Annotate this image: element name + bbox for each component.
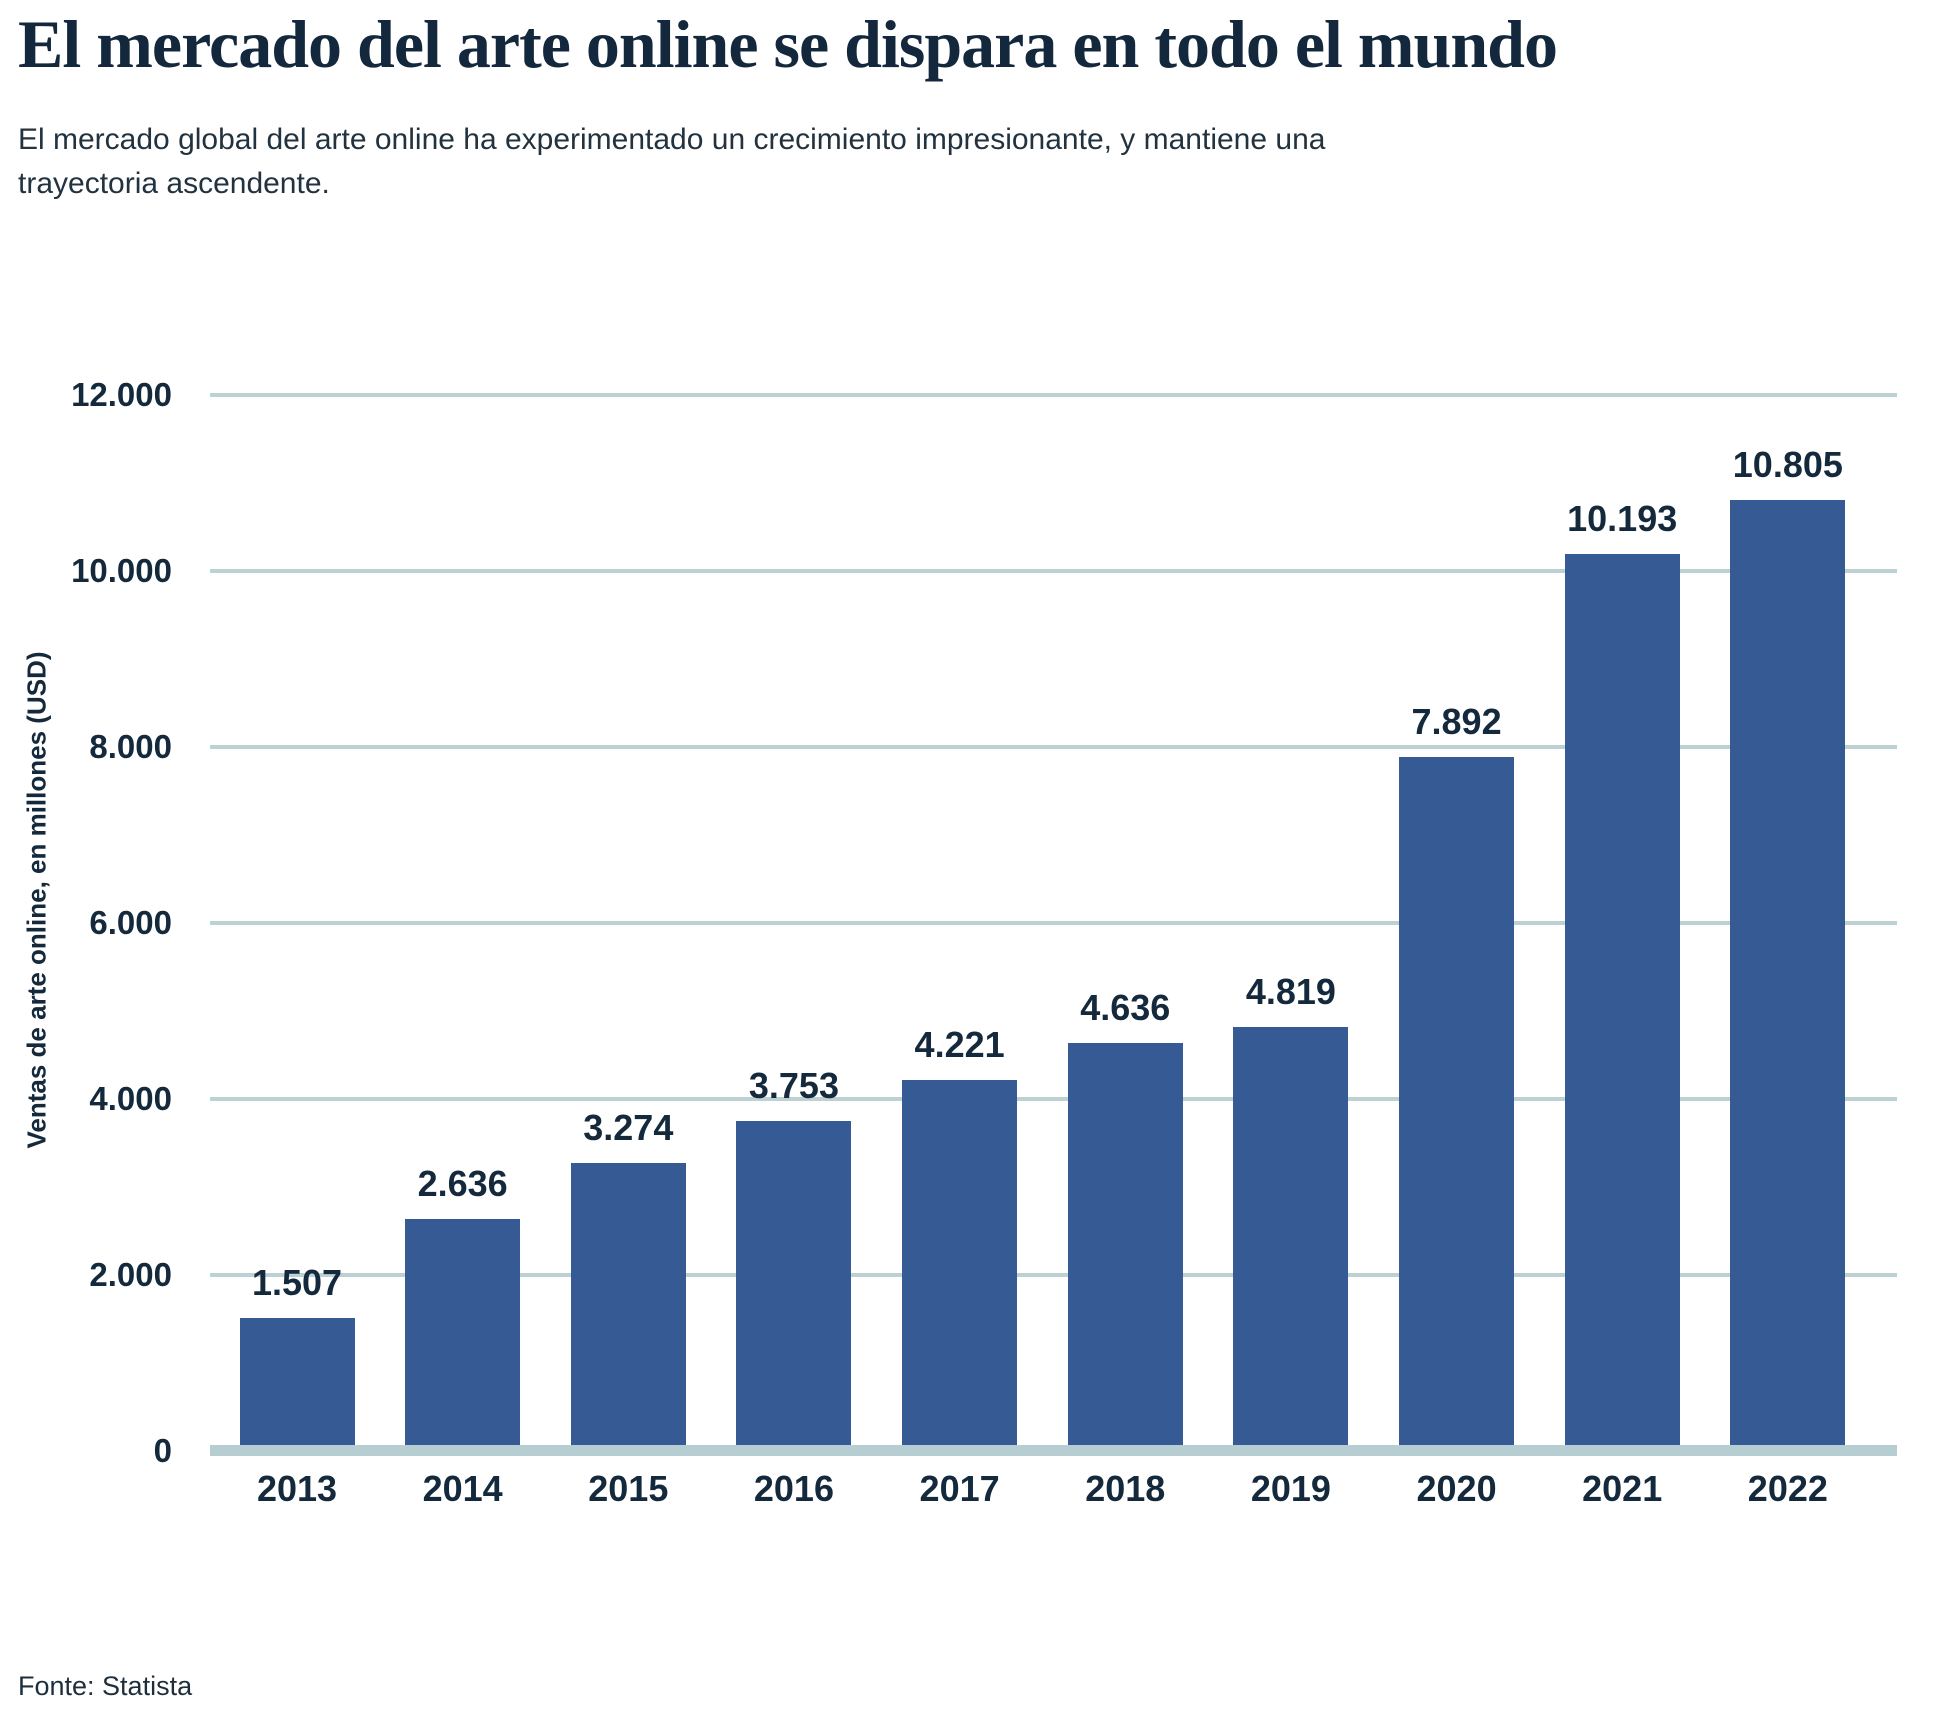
bar	[239, 1318, 355, 1445]
source-note: Fonte: Statista	[18, 1671, 193, 1701]
bar	[1067, 1043, 1183, 1445]
y-axis-title: Ventas de arte online, en millones (USD)	[21, 651, 52, 1149]
y-tick-label: 8.000	[89, 728, 172, 765]
page-subtitle: El mercado global del arte online ha exp…	[18, 123, 1326, 200]
y-tick-label: 10.000	[71, 552, 172, 589]
bar-value-label: 4.636	[1080, 987, 1171, 1028]
bar-column: 2.636	[380, 1163, 546, 1445]
bar-value-label: 4.819	[1245, 971, 1336, 1012]
x-axis-label: 2018	[1085, 1468, 1166, 1509]
x-axis-label: 2020	[1416, 1468, 1497, 1509]
y-tick-label: 6.000	[89, 904, 172, 941]
bar	[902, 1080, 1018, 1445]
x-axis-label: 2015	[588, 1468, 669, 1509]
x-axis-label: 2019	[1250, 1468, 1331, 1509]
y-tick-label: 2.000	[89, 1256, 172, 1293]
x-axis-label: 2013	[256, 1468, 338, 1509]
bar-column: 1.507	[214, 1262, 380, 1445]
bar-value-label: 3.753	[748, 1065, 839, 1106]
page-title: El mercado del arte online se dispara en…	[18, 6, 1558, 82]
x-axis-label: 2014	[422, 1468, 503, 1509]
bar-column: 10.193	[1539, 498, 1705, 1445]
bar-column: 4.819	[1208, 971, 1374, 1445]
gridline	[210, 921, 1897, 925]
x-axis-label: 2016	[753, 1468, 834, 1509]
bar	[1233, 1027, 1349, 1445]
bar	[736, 1121, 852, 1445]
x-axis-label: 2017	[919, 1468, 1000, 1509]
bar-column: 7.892	[1374, 701, 1540, 1445]
bar	[405, 1219, 521, 1445]
y-tick-label: 4.000	[89, 1080, 172, 1117]
bar-column: 4.221	[877, 1024, 1043, 1445]
bar-value-label: 1.507	[251, 1262, 343, 1303]
bar-column: 3.753	[711, 1065, 877, 1445]
bar-value-label: 4.221	[914, 1024, 1005, 1065]
bar-value-label: 10.805	[1732, 444, 1843, 485]
bar-column: 10.805	[1705, 444, 1871, 1445]
bar	[570, 1163, 686, 1445]
bar-value-label: 10.193	[1567, 498, 1678, 539]
gridline	[210, 393, 1897, 397]
x-axis-baseline	[210, 1445, 1897, 1456]
y-tick-label: 0	[153, 1432, 172, 1469]
bar	[1564, 554, 1680, 1445]
bar-value-label: 2.636	[417, 1163, 508, 1204]
x-axis-label: 2021	[1582, 1468, 1663, 1509]
y-tick-label: 12.000	[71, 376, 172, 413]
bar-value-label: 7.892	[1411, 701, 1502, 742]
x-axis-label: 2022	[1747, 1468, 1828, 1509]
bar	[1399, 757, 1515, 1445]
bar-column: 4.636	[1042, 987, 1208, 1445]
bar	[1730, 500, 1846, 1445]
bar-value-label: 3.274	[583, 1107, 674, 1148]
gridline	[210, 1273, 1897, 1277]
gridline	[210, 1097, 1897, 1101]
gridline	[210, 569, 1897, 573]
bar-column: 3.274	[545, 1107, 711, 1445]
gridline	[210, 745, 1897, 749]
